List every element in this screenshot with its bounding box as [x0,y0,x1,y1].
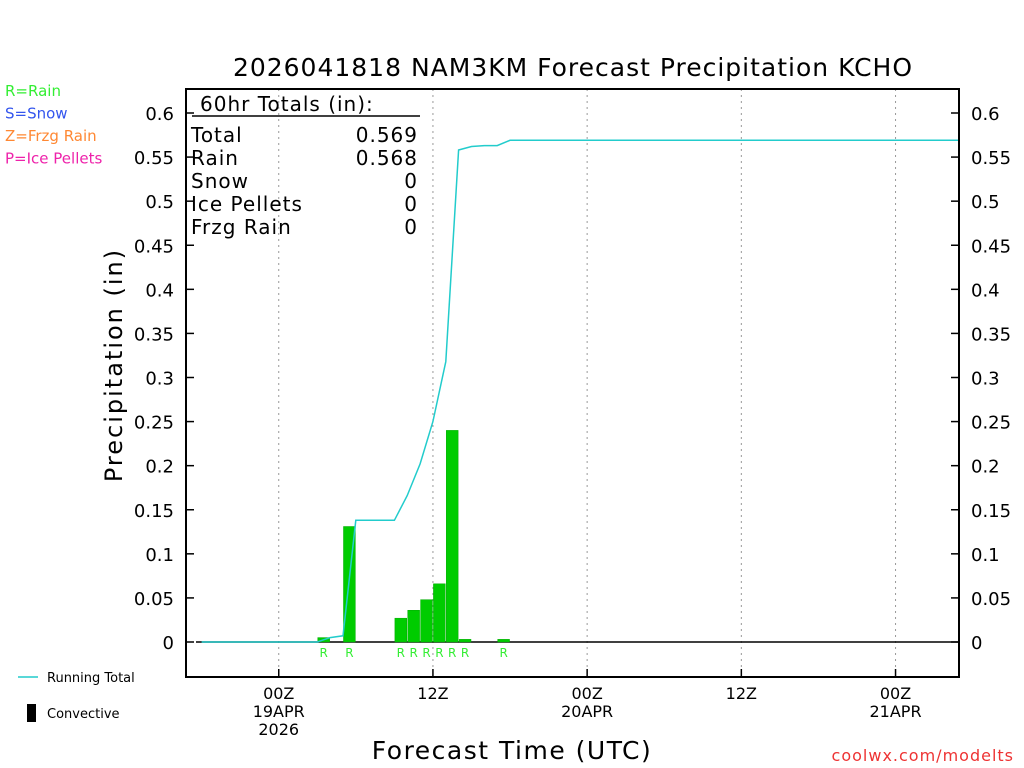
precip-bar-24 [497,639,510,643]
x-tick-label-4-1: 21APR [870,702,922,721]
y-tick-label-left-12: 0.6 [145,104,174,125]
y-tick-label-right-11: 0.55 [971,148,1011,169]
ptype-label-12: R [345,646,353,660]
plot-frame [185,88,960,678]
totals-header: 60hr Totals (in): [200,92,374,116]
y-tick-label-right-7: 0.35 [971,324,1011,345]
gridlines [278,89,897,677]
legend-label-0: Running Total [47,671,135,686]
y-axis-left: 0 0.05 0.1 0.15 0.2 0.25 0.3 0.35 0.4 0.45 0.5 0.55… [134,104,194,654]
y-tick-label-left-11: 0.55 [134,148,174,169]
running-total-line [201,139,959,643]
totals-row-label-0: Total [190,123,243,147]
y-tick-label-right-6: 0.3 [971,369,1000,390]
ptype-legend-item-0: R=Rain [5,82,61,100]
y-tick-label-left-7: 0.35 [134,324,174,345]
precip-bar-19 [433,583,446,643]
bottom-legend: Running Total Convective [18,671,135,722]
precip-bar-16 [394,617,407,643]
ptype-label-10: R [320,646,328,660]
y-tick-label-left-1: 0.05 [134,589,174,610]
y-tick-label-left-4: 0.2 [145,457,174,478]
credit-text: coolwx.com/modelts [832,746,1014,765]
y-tick-label-right-5: 0.25 [971,413,1011,434]
y-tick-label-right-0: 0 [971,633,982,654]
totals-row-value-4: 0 [404,215,418,239]
running-total-series [201,139,959,643]
ptype-legend: R=Rain S=Snow Z=Frzg Rain P=Ice Pellets [5,82,102,168]
y-axis-label: Precipitation (in) [100,248,128,482]
x-tick-label-4-0: 00Z [880,684,911,703]
ptype-legend-item-1: S=Snow [5,105,68,123]
totals-row-label-4: Frzg Rain [191,215,292,239]
precip-bar-21 [458,639,472,643]
y-tick-label-left-9: 0.45 [134,236,174,257]
totals-row-value-3: 0 [404,192,418,216]
x-tick-label-3-0: 12Z [726,684,757,703]
y-tick-label-right-1: 0.05 [971,589,1011,610]
chart-title: 2026041818 NAM3KM Forecast Precipitation… [233,53,913,82]
y-tick-label-left-3: 0.15 [134,501,174,522]
ptype-label-20: R [448,646,456,660]
ptype-legend-item-2: Z=Frzg Rain [5,127,97,145]
x-tick-label-2-0: 00Z [571,684,602,703]
x-tick-label-0-0: 00Z [263,684,294,703]
x-tick-label-1-0: 12Z [417,684,448,703]
totals-row-value-1: 0.568 [356,146,418,170]
y-tick-label-left-2: 0.1 [145,545,174,566]
ptype-legend-item-3: P=Ice Pellets [5,150,102,168]
y-tick-label-right-4: 0.2 [971,457,1000,478]
y-tick-label-right-10: 0.5 [971,192,1000,213]
precip-bar-18 [420,599,433,643]
y-tick-label-left-6: 0.3 [145,369,174,390]
totals-row-value-2: 0 [404,169,418,193]
ptype-label-24: R [499,646,507,660]
x-tick-label-0-1: 19APR [253,702,305,721]
ptype-label-19: R [435,646,443,660]
y-tick-label-right-9: 0.45 [971,236,1011,257]
x-tick-label-0-2: 2026 [258,720,299,739]
legend-swatch-convective [27,704,36,722]
y-tick-label-right-8: 0.4 [971,280,1000,301]
legend-label-1: Convective [47,707,120,722]
y-tick-label-left-8: 0.4 [145,280,174,301]
totals-row-label-3: Ice Pellets [191,192,303,216]
y-tick-label-left-10: 0.5 [145,192,174,213]
totals-box: 60hr Totals (in): Total 0.569 Rain 0.568 Snow… [190,92,420,239]
ptype-label-18: R [422,646,430,660]
ptype-label-21: R [461,646,469,660]
precip-bar-17 [407,610,420,643]
y-tick-label-right-3: 0.15 [971,501,1011,522]
totals-row-label-1: Rain [191,146,239,170]
x-axis-label: Forecast Time (UTC) [372,736,652,765]
totals-row-label-2: Snow [191,169,249,193]
precip-bar-20 [446,430,459,643]
y-tick-label-right-2: 0.1 [971,545,1000,566]
y-tick-label-right-12: 0.6 [971,104,1000,125]
y-tick-label-left-5: 0.25 [134,413,174,434]
ptype-label-16: R [397,646,405,660]
y-tick-label-left-0: 0 [163,633,174,654]
ptype-label-17: R [409,646,417,660]
totals-row-value-0: 0.569 [356,123,418,147]
y-axis-right: 0 0.05 0.1 0.15 0.2 0.25 0.3 0.35 0.4 0.45 0.5 0.55… [951,104,1011,654]
x-tick-label-2-1: 20APR [561,702,613,721]
